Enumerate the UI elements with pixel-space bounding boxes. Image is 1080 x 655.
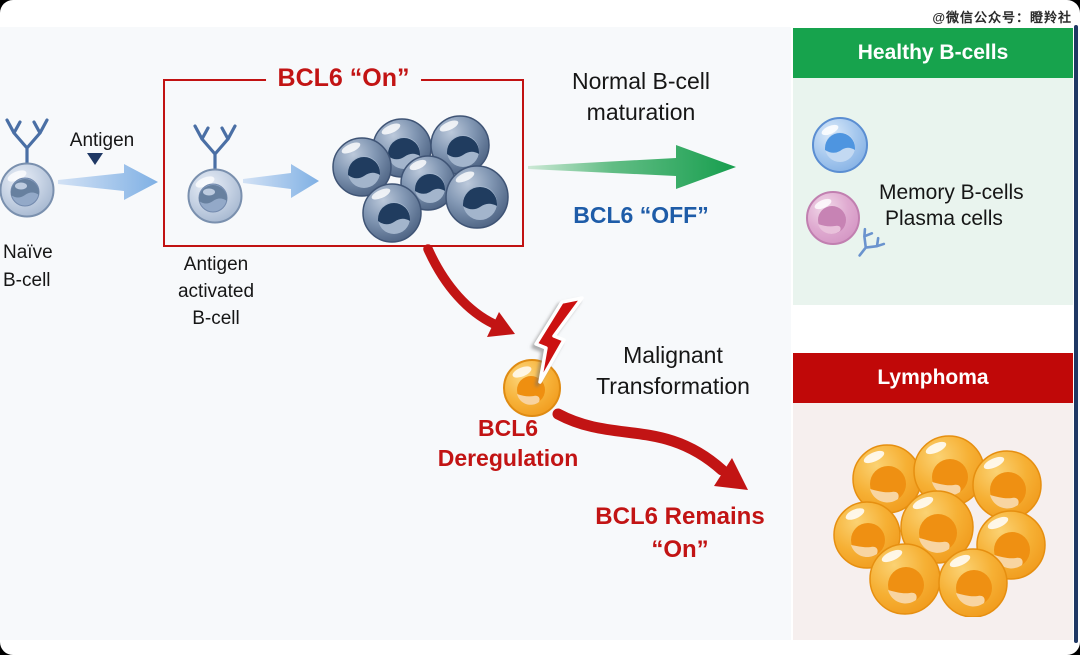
malignant-label: Malignant Transformation	[596, 342, 750, 399]
watermark-text: @微信公众号：瞪羚社	[932, 10, 1072, 25]
bcl6-off-label: BCL6 “OFF”	[573, 202, 709, 228]
lymphoma-panel-header: Lymphoma	[793, 353, 1073, 403]
deregulated-cell-icon	[503, 296, 584, 417]
plasma-cell-icon	[806, 191, 886, 257]
bcl6-on-box: BCL6 “On”	[163, 64, 524, 247]
slide-edge-line	[1074, 25, 1078, 643]
antigen-label: Antigen	[69, 130, 135, 151]
activated-bcell-label: Antigen activated B-cell	[177, 254, 255, 329]
red-curved-arrow-icon	[552, 408, 748, 490]
antibody-receptor-icon	[193, 124, 237, 178]
maturation-label: Normal B-cell maturation	[571, 68, 711, 125]
memory-bcell-icon	[812, 117, 868, 173]
antibody-icon	[858, 227, 886, 257]
activated-bcell-icon	[187, 124, 243, 224]
bcl6-remains-label: BCL6 Remains “On”	[595, 503, 765, 563]
healthy-bcells-panel: Healthy B-cells Memory B-cells	[793, 28, 1073, 305]
healthy-panel-header: Healthy B-cells	[793, 28, 1073, 78]
healthy-panel-title: Healthy B-cells	[857, 41, 1009, 64]
lymphoma-cells-icon	[833, 435, 1046, 617]
germinal-center-cells-icon	[332, 115, 509, 243]
deregulation-label: BCL6 Deregulation	[437, 415, 579, 471]
lightning-bolt-icon	[534, 296, 584, 384]
healthy-panel-body: Memory B-cells Plasma cells	[793, 78, 1073, 305]
arrow-right-icon	[58, 164, 158, 200]
antibody-receptor-icon	[5, 118, 49, 172]
arrow-right-icon	[243, 164, 319, 198]
antigen-triangle-icon	[87, 153, 103, 165]
naive-bcell-label: Naïve B-cell	[3, 242, 53, 291]
lymphoma-panel-title: Lymphoma	[877, 366, 989, 389]
green-arrow-icon	[528, 145, 736, 189]
memory-bcell-label: Memory B-cells	[879, 181, 1024, 204]
lymphoma-panel: Lymphoma	[793, 353, 1073, 640]
red-curved-arrow-icon	[423, 244, 515, 337]
plasma-cell-label: Plasma cells	[885, 207, 1003, 230]
lymphoma-panel-body	[793, 403, 1073, 640]
naive-bcell-icon	[0, 118, 55, 218]
bcl6-on-label: BCL6 “On”	[265, 64, 422, 93]
